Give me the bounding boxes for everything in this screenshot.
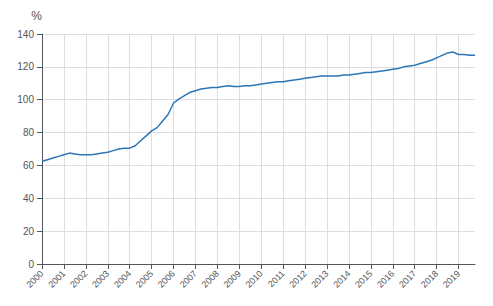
svg-text:2015: 2015 xyxy=(353,268,374,289)
svg-text:%: % xyxy=(31,9,42,23)
svg-text:100: 100 xyxy=(17,94,34,105)
svg-text:120: 120 xyxy=(17,61,34,72)
svg-text:2019: 2019 xyxy=(441,268,462,289)
svg-text:60: 60 xyxy=(23,160,35,171)
svg-text:2009: 2009 xyxy=(222,268,243,289)
svg-text:2017: 2017 xyxy=(397,268,418,289)
svg-text:2005: 2005 xyxy=(134,268,155,289)
svg-text:2008: 2008 xyxy=(200,268,221,289)
svg-text:2016: 2016 xyxy=(375,268,396,289)
svg-text:2006: 2006 xyxy=(156,268,177,289)
svg-text:2010: 2010 xyxy=(244,268,265,289)
svg-text:2013: 2013 xyxy=(309,268,330,289)
svg-text:2000: 2000 xyxy=(24,268,45,289)
svg-text:2018: 2018 xyxy=(419,268,440,289)
svg-text:2012: 2012 xyxy=(287,268,308,289)
svg-text:20: 20 xyxy=(23,226,35,237)
svg-text:2011: 2011 xyxy=(266,268,287,289)
svg-text:2002: 2002 xyxy=(68,268,89,289)
svg-text:80: 80 xyxy=(23,127,35,138)
svg-text:0: 0 xyxy=(28,259,34,270)
svg-text:2004: 2004 xyxy=(112,268,133,289)
svg-text:2007: 2007 xyxy=(178,268,199,289)
svg-text:2001: 2001 xyxy=(46,268,67,289)
svg-text:2014: 2014 xyxy=(331,268,352,289)
svg-text:2003: 2003 xyxy=(90,268,111,289)
svg-text:140: 140 xyxy=(17,29,34,40)
svg-text:40: 40 xyxy=(23,193,35,204)
